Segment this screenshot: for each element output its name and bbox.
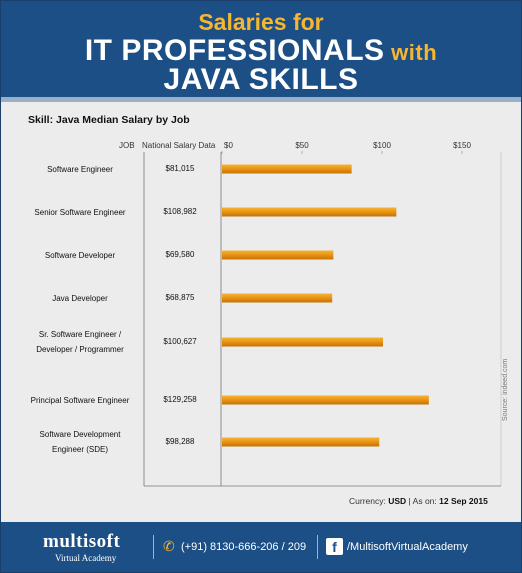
value-label: $69,580 bbox=[165, 250, 195, 259]
category-label: Sr. Software Engineer / Developer / Progr… bbox=[21, 327, 139, 357]
footer-bar: multisoft Virtual Academy ✆ (+91) 8130-6… bbox=[1, 522, 521, 572]
category-label: Software Developer bbox=[21, 248, 139, 263]
header-line-3: JAVA SKILLS bbox=[163, 63, 359, 96]
bar bbox=[222, 293, 333, 303]
category-label-line: Java Developer bbox=[52, 293, 108, 303]
category-label-line: Software Developer bbox=[44, 250, 116, 260]
currency-note: Currency: USD | As on: 12 Sep 2015 bbox=[349, 496, 488, 506]
bar bbox=[222, 250, 334, 260]
header-line-2: IT PROFESSIONALS with bbox=[1, 34, 521, 68]
chart-title: Skill: Java Median Salary by Job bbox=[28, 114, 190, 126]
category-label-line: Engineer (SDE) bbox=[51, 445, 109, 454]
column-header-job: JOB bbox=[119, 141, 135, 150]
as-on-date: 12 Sep 2015 bbox=[439, 496, 488, 506]
category-label-line: Software Development bbox=[39, 430, 121, 439]
footer-divider bbox=[153, 535, 154, 559]
x-tick-label: $0 bbox=[224, 141, 233, 150]
as-on-label: As on: bbox=[412, 496, 437, 506]
value-label: $68,875 bbox=[165, 293, 195, 302]
category-label: Software Engineer bbox=[21, 162, 139, 177]
category-label-line: Principal Software Engineer bbox=[30, 395, 130, 405]
facebook-icon: f bbox=[326, 538, 343, 555]
multisoft-logo: multisoft bbox=[43, 531, 121, 552]
value-label: $100,627 bbox=[163, 337, 197, 346]
currency-value: USD bbox=[388, 496, 407, 506]
source-note: Source: indeed.com bbox=[502, 358, 509, 421]
category-label: Principal Software Engineer bbox=[21, 393, 139, 408]
header-banner: Salaries for IT PROFESSIONALS with JAVA … bbox=[1, 1, 521, 99]
value-label: $98,288 bbox=[165, 437, 195, 446]
x-tick-label: $150 bbox=[453, 141, 471, 150]
value-label: $129,258 bbox=[163, 395, 197, 404]
header-line-1: Salaries for bbox=[198, 9, 324, 35]
value-label: $81,015 bbox=[165, 164, 195, 173]
facebook-handle: /MultisoftVirtualAcademy bbox=[347, 541, 468, 553]
bar bbox=[222, 395, 429, 405]
category-label-line: Software Engineer bbox=[47, 164, 113, 174]
bar bbox=[222, 207, 397, 217]
x-tick-label: $100 bbox=[373, 141, 391, 150]
column-header-salary: National Salary Data bbox=[142, 141, 216, 150]
category-label: Software Development Engineer (SDE) bbox=[21, 427, 139, 457]
header-line-2-with: with bbox=[384, 40, 438, 65]
value-label: $108,982 bbox=[163, 207, 197, 216]
bar bbox=[222, 337, 384, 347]
footer-divider bbox=[317, 535, 318, 559]
x-tick-label: $50 bbox=[295, 141, 309, 150]
category-label-line: Senior Software Engineer bbox=[34, 207, 126, 217]
category-label: Senior Software Engineer bbox=[21, 205, 139, 220]
currency-label: Currency: bbox=[349, 496, 386, 506]
category-label-line: Developer / Programmer bbox=[36, 345, 124, 354]
header-line-2-main: IT PROFESSIONALS bbox=[84, 34, 385, 67]
logo-subtitle: Virtual Academy bbox=[55, 553, 117, 563]
category-label: Java Developer bbox=[21, 291, 139, 306]
header-divider bbox=[1, 97, 521, 102]
bar bbox=[222, 164, 352, 174]
phone-number: (+91) 8130-666-206 / 209 bbox=[181, 541, 307, 553]
phone-icon: ✆ bbox=[163, 538, 175, 554]
currency-separator: | bbox=[408, 496, 411, 506]
category-label-line: Sr. Software Engineer / bbox=[38, 330, 122, 339]
bar bbox=[222, 437, 380, 447]
